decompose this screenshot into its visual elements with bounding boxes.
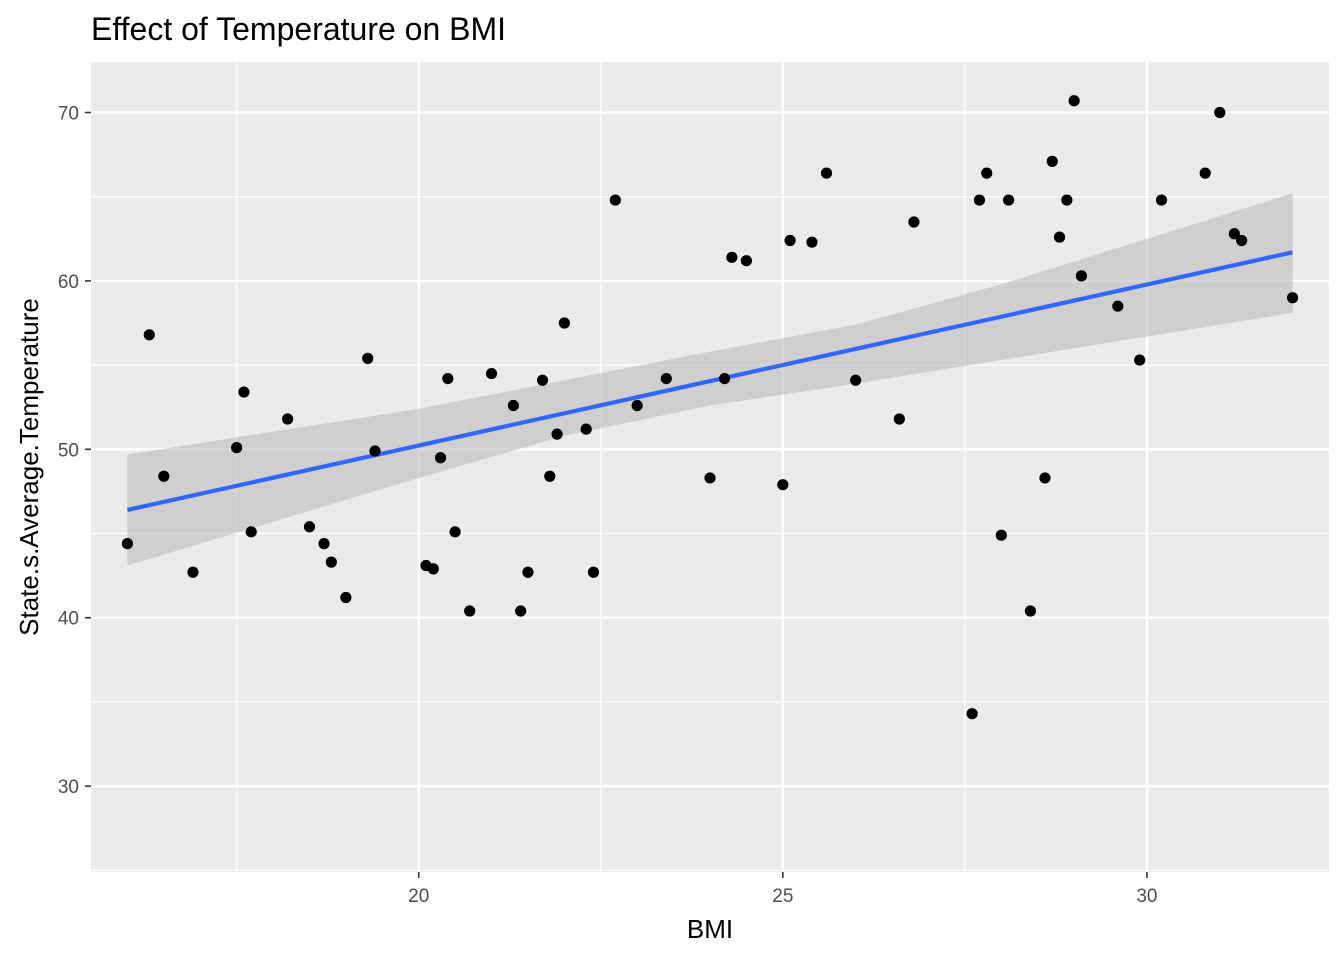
data-point	[536, 374, 549, 386]
data-point	[369, 445, 381, 457]
y-tick-label: 30	[58, 777, 79, 798]
data-point	[1134, 354, 1146, 366]
data-point	[1236, 234, 1248, 247]
data-point	[718, 372, 731, 385]
data-point	[1046, 155, 1058, 167]
major-gridlines	[91, 62, 1329, 872]
data-point	[850, 374, 862, 386]
data-point	[282, 413, 294, 425]
y-axis-title: State.s.Average.Temperature	[14, 298, 44, 636]
data-point	[325, 556, 337, 568]
data-point	[121, 538, 134, 550]
data-point	[995, 529, 1007, 541]
data-point	[1214, 106, 1226, 119]
chart-title: Effect of Temperature on BMI	[91, 11, 506, 47]
data-point	[143, 329, 155, 341]
trend-line	[126, 250, 1294, 512]
data-point	[966, 708, 978, 720]
data-point	[820, 167, 833, 179]
data-point	[187, 566, 199, 578]
y-tick-label: 70	[58, 104, 79, 125]
data-point	[981, 167, 993, 179]
data-point	[1199, 167, 1211, 179]
data-point	[238, 386, 250, 398]
data-point	[726, 251, 738, 263]
data-point	[558, 317, 570, 329]
data-point	[362, 352, 374, 364]
data-point	[777, 479, 789, 491]
data-point	[1286, 292, 1299, 304]
x-axis-ticks: 20 25 30	[408, 872, 1158, 907]
data-point	[1039, 472, 1051, 484]
data-point	[1112, 300, 1124, 312]
data-point	[1053, 231, 1066, 243]
data-point	[609, 194, 621, 206]
data-point	[303, 521, 316, 533]
data-point	[340, 591, 352, 604]
data-point	[587, 566, 600, 578]
data-point	[1068, 95, 1080, 107]
x-axis-title: BMI	[687, 914, 733, 944]
data-point	[908, 216, 920, 228]
data-point	[507, 399, 519, 412]
data-point	[973, 194, 986, 206]
y-tick-label: 50	[58, 440, 79, 461]
data-points	[121, 95, 1299, 720]
data-point	[434, 452, 447, 464]
x-tick-label: 20	[408, 886, 429, 907]
data-point	[1002, 194, 1015, 206]
data-point	[245, 526, 257, 538]
x-tick-label: 25	[772, 886, 793, 907]
data-point	[704, 472, 716, 484]
data-point	[427, 563, 439, 575]
data-point	[580, 423, 592, 435]
data-point	[1075, 270, 1087, 282]
data-point	[485, 367, 498, 380]
data-point	[740, 255, 753, 267]
data-point	[442, 372, 454, 385]
data-point	[806, 236, 818, 248]
data-point	[893, 413, 905, 425]
data-point	[231, 442, 243, 454]
data-point	[1024, 605, 1037, 617]
data-point	[544, 470, 556, 482]
data-point	[449, 526, 461, 538]
data-point	[464, 605, 476, 617]
data-point	[784, 234, 796, 247]
data-point	[551, 428, 563, 440]
data-point	[631, 399, 643, 412]
y-tick-label: 60	[58, 272, 79, 293]
data-point	[522, 566, 534, 578]
minor-gridlines	[91, 62, 1329, 872]
data-point	[318, 538, 330, 550]
y-tick-label: 40	[58, 609, 79, 630]
data-point	[515, 605, 527, 617]
data-point	[660, 372, 672, 385]
data-point	[1061, 194, 1073, 206]
data-point	[1228, 228, 1240, 240]
data-point	[1155, 194, 1168, 206]
data-point	[158, 470, 170, 482]
x-tick-label: 30	[1136, 886, 1157, 907]
y-axis-ticks: 30 40 50 60 70	[58, 104, 91, 798]
